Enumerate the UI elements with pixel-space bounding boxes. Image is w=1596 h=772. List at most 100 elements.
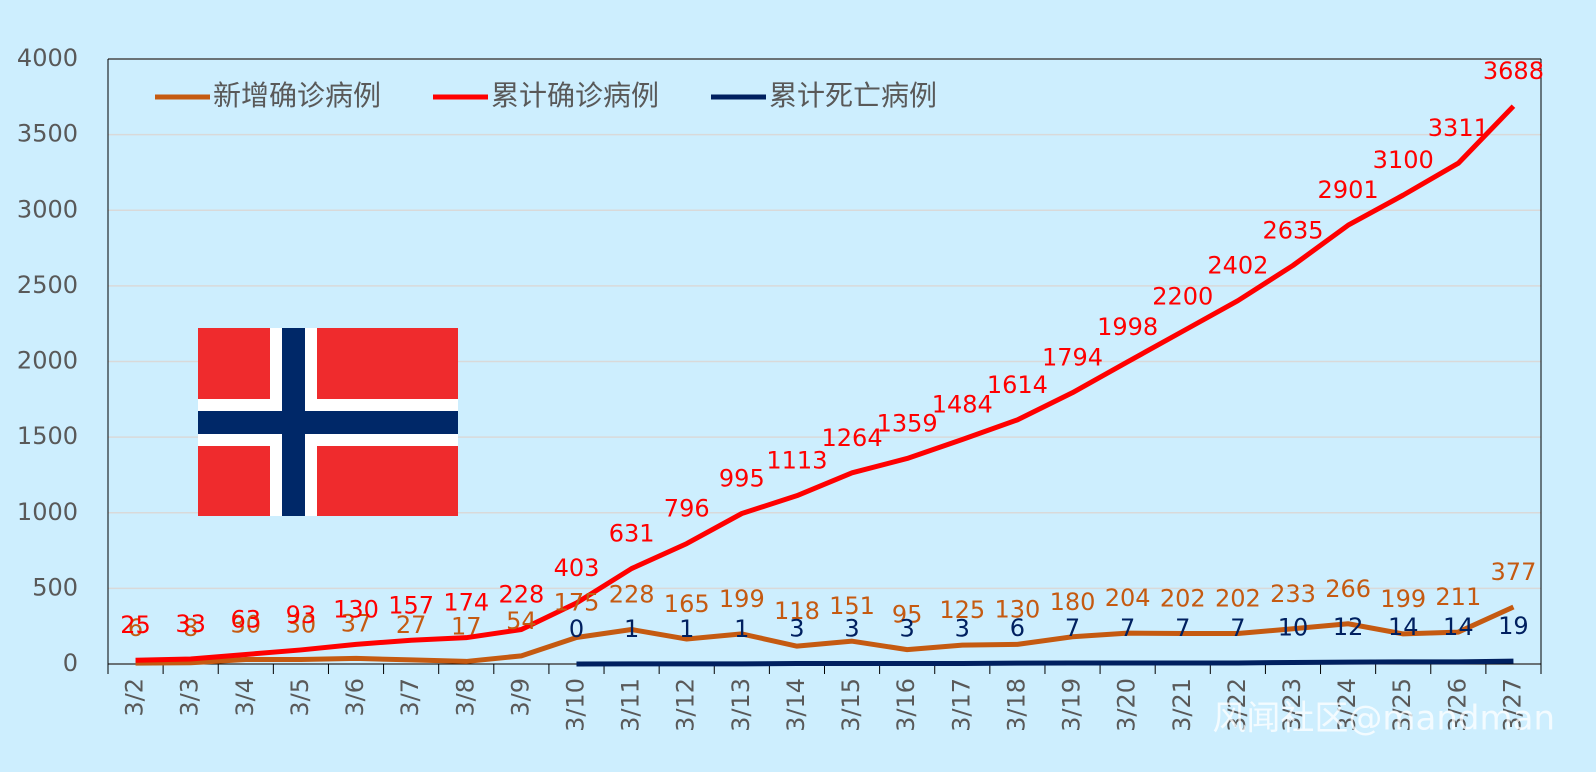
data-label: 3311 [1428, 114, 1489, 142]
y-tick-label: 1000 [17, 498, 78, 526]
x-tick-label: 3/20 [1113, 678, 1141, 732]
data-label: 33 [175, 610, 206, 638]
data-label: 118 [774, 597, 820, 625]
data-label: 1614 [987, 371, 1048, 399]
x-tick-label: 3/22 [1223, 678, 1251, 732]
data-label: 2200 [1152, 282, 1213, 310]
x-tick-label: 3/5 [286, 678, 314, 717]
y-tick-label: 2000 [17, 347, 78, 375]
data-label: 796 [664, 495, 710, 523]
data-label: 403 [554, 554, 600, 582]
data-label: 233 [1270, 580, 1316, 608]
data-label: 14 [1443, 613, 1474, 641]
y-tick-label: 2500 [17, 271, 78, 299]
data-label: 130 [333, 595, 379, 623]
data-label: 3 [955, 615, 970, 643]
data-label: 95 [892, 601, 923, 629]
series-line [576, 658, 1514, 667]
data-label: 1998 [1097, 313, 1158, 341]
data-label: 631 [609, 520, 655, 548]
series-line [135, 604, 1515, 666]
x-tick-label: 3/6 [341, 678, 369, 717]
data-label: 1359 [877, 409, 938, 437]
x-tick-label: 3/14 [782, 678, 810, 732]
data-label: 12 [1333, 613, 1364, 641]
x-tick-label: 3/10 [561, 678, 589, 732]
data-label: 995 [719, 465, 765, 493]
data-label: 14 [1388, 613, 1419, 641]
data-label: 1484 [932, 391, 993, 419]
data-label: 211 [1435, 583, 1481, 611]
x-tick-label: 3/21 [1168, 678, 1196, 732]
data-label: 2635 [1262, 216, 1323, 244]
data-label: 3 [900, 615, 915, 643]
data-label: 6 [128, 614, 143, 642]
data-label: 202 [1215, 584, 1261, 612]
legend-label: 新增确诊病例 [213, 79, 381, 112]
data-label: 6 [1010, 614, 1025, 642]
data-label: 7 [1230, 614, 1245, 642]
legend-label: 累计确诊病例 [491, 79, 659, 112]
x-tick-label: 3/9 [506, 678, 534, 717]
x-tick-label: 3/3 [176, 678, 204, 717]
data-label: 27 [396, 611, 427, 639]
data-label: 2901 [1318, 176, 1379, 204]
data-label: 130 [994, 595, 1040, 623]
data-label: 63 [231, 605, 262, 633]
y-tick-label: 3000 [17, 195, 78, 223]
data-label: 1 [734, 615, 749, 643]
data-label: 204 [1105, 584, 1151, 612]
data-label: 175 [554, 589, 600, 617]
x-tick-label: 3/24 [1333, 678, 1361, 732]
data-label: 1794 [1042, 344, 1103, 372]
data-label: 1264 [822, 424, 883, 452]
data-label: 151 [829, 592, 875, 620]
x-tick-label: 3/18 [1002, 678, 1030, 732]
x-tick-label: 3/7 [396, 678, 424, 717]
data-label: 125 [939, 596, 985, 624]
data-label: 19 [1498, 612, 1529, 640]
data-label: 157 [388, 591, 434, 619]
watermark: 风闻社区@mandman [1212, 699, 1555, 739]
data-label: 174 [443, 589, 489, 617]
data-label: 1 [624, 615, 639, 643]
y-tick-label: 1500 [17, 422, 78, 450]
data-label: 7 [1175, 614, 1190, 642]
data-label: 1 [679, 615, 694, 643]
x-tick-label: 3/16 [892, 678, 920, 732]
data-label: 180 [1050, 588, 1096, 616]
data-label: 3100 [1373, 146, 1434, 174]
data-label: 37 [341, 609, 372, 637]
data-label: 228 [498, 581, 544, 609]
data-label: 25 [120, 611, 151, 639]
flag [198, 328, 458, 516]
data-label: 30 [231, 610, 262, 638]
x-tick-label: 3/4 [231, 678, 259, 717]
series-line [135, 104, 1516, 663]
data-label: 3688 [1483, 57, 1544, 85]
data-label: 266 [1325, 575, 1371, 603]
data-label: 0 [569, 615, 584, 643]
data-label: 199 [1380, 585, 1426, 613]
x-tick-label: 3/12 [672, 678, 700, 732]
y-tick-label: 4000 [17, 44, 78, 72]
data-label: 7 [1120, 614, 1135, 642]
data-label: 2402 [1207, 252, 1268, 280]
data-label: 3 [844, 615, 859, 643]
data-label: 7 [1065, 614, 1080, 642]
x-tick-label: 3/27 [1498, 678, 1526, 732]
data-label: 165 [664, 590, 710, 618]
data-label: 8 [183, 614, 198, 642]
x-tick-label: 3/2 [121, 678, 149, 717]
y-tick-label: 0 [63, 649, 78, 677]
x-tick-label: 3/19 [1058, 678, 1086, 732]
x-tick-label: 3/13 [727, 678, 755, 732]
x-tick-label: 3/25 [1388, 678, 1416, 732]
x-tick-label: 3/15 [837, 678, 865, 732]
legend-label: 累计死亡病例 [769, 79, 937, 112]
data-label: 1113 [766, 447, 827, 475]
x-tick-label: 3/11 [617, 678, 645, 732]
x-tick-label: 3/26 [1443, 678, 1471, 732]
data-label: 377 [1491, 558, 1537, 586]
